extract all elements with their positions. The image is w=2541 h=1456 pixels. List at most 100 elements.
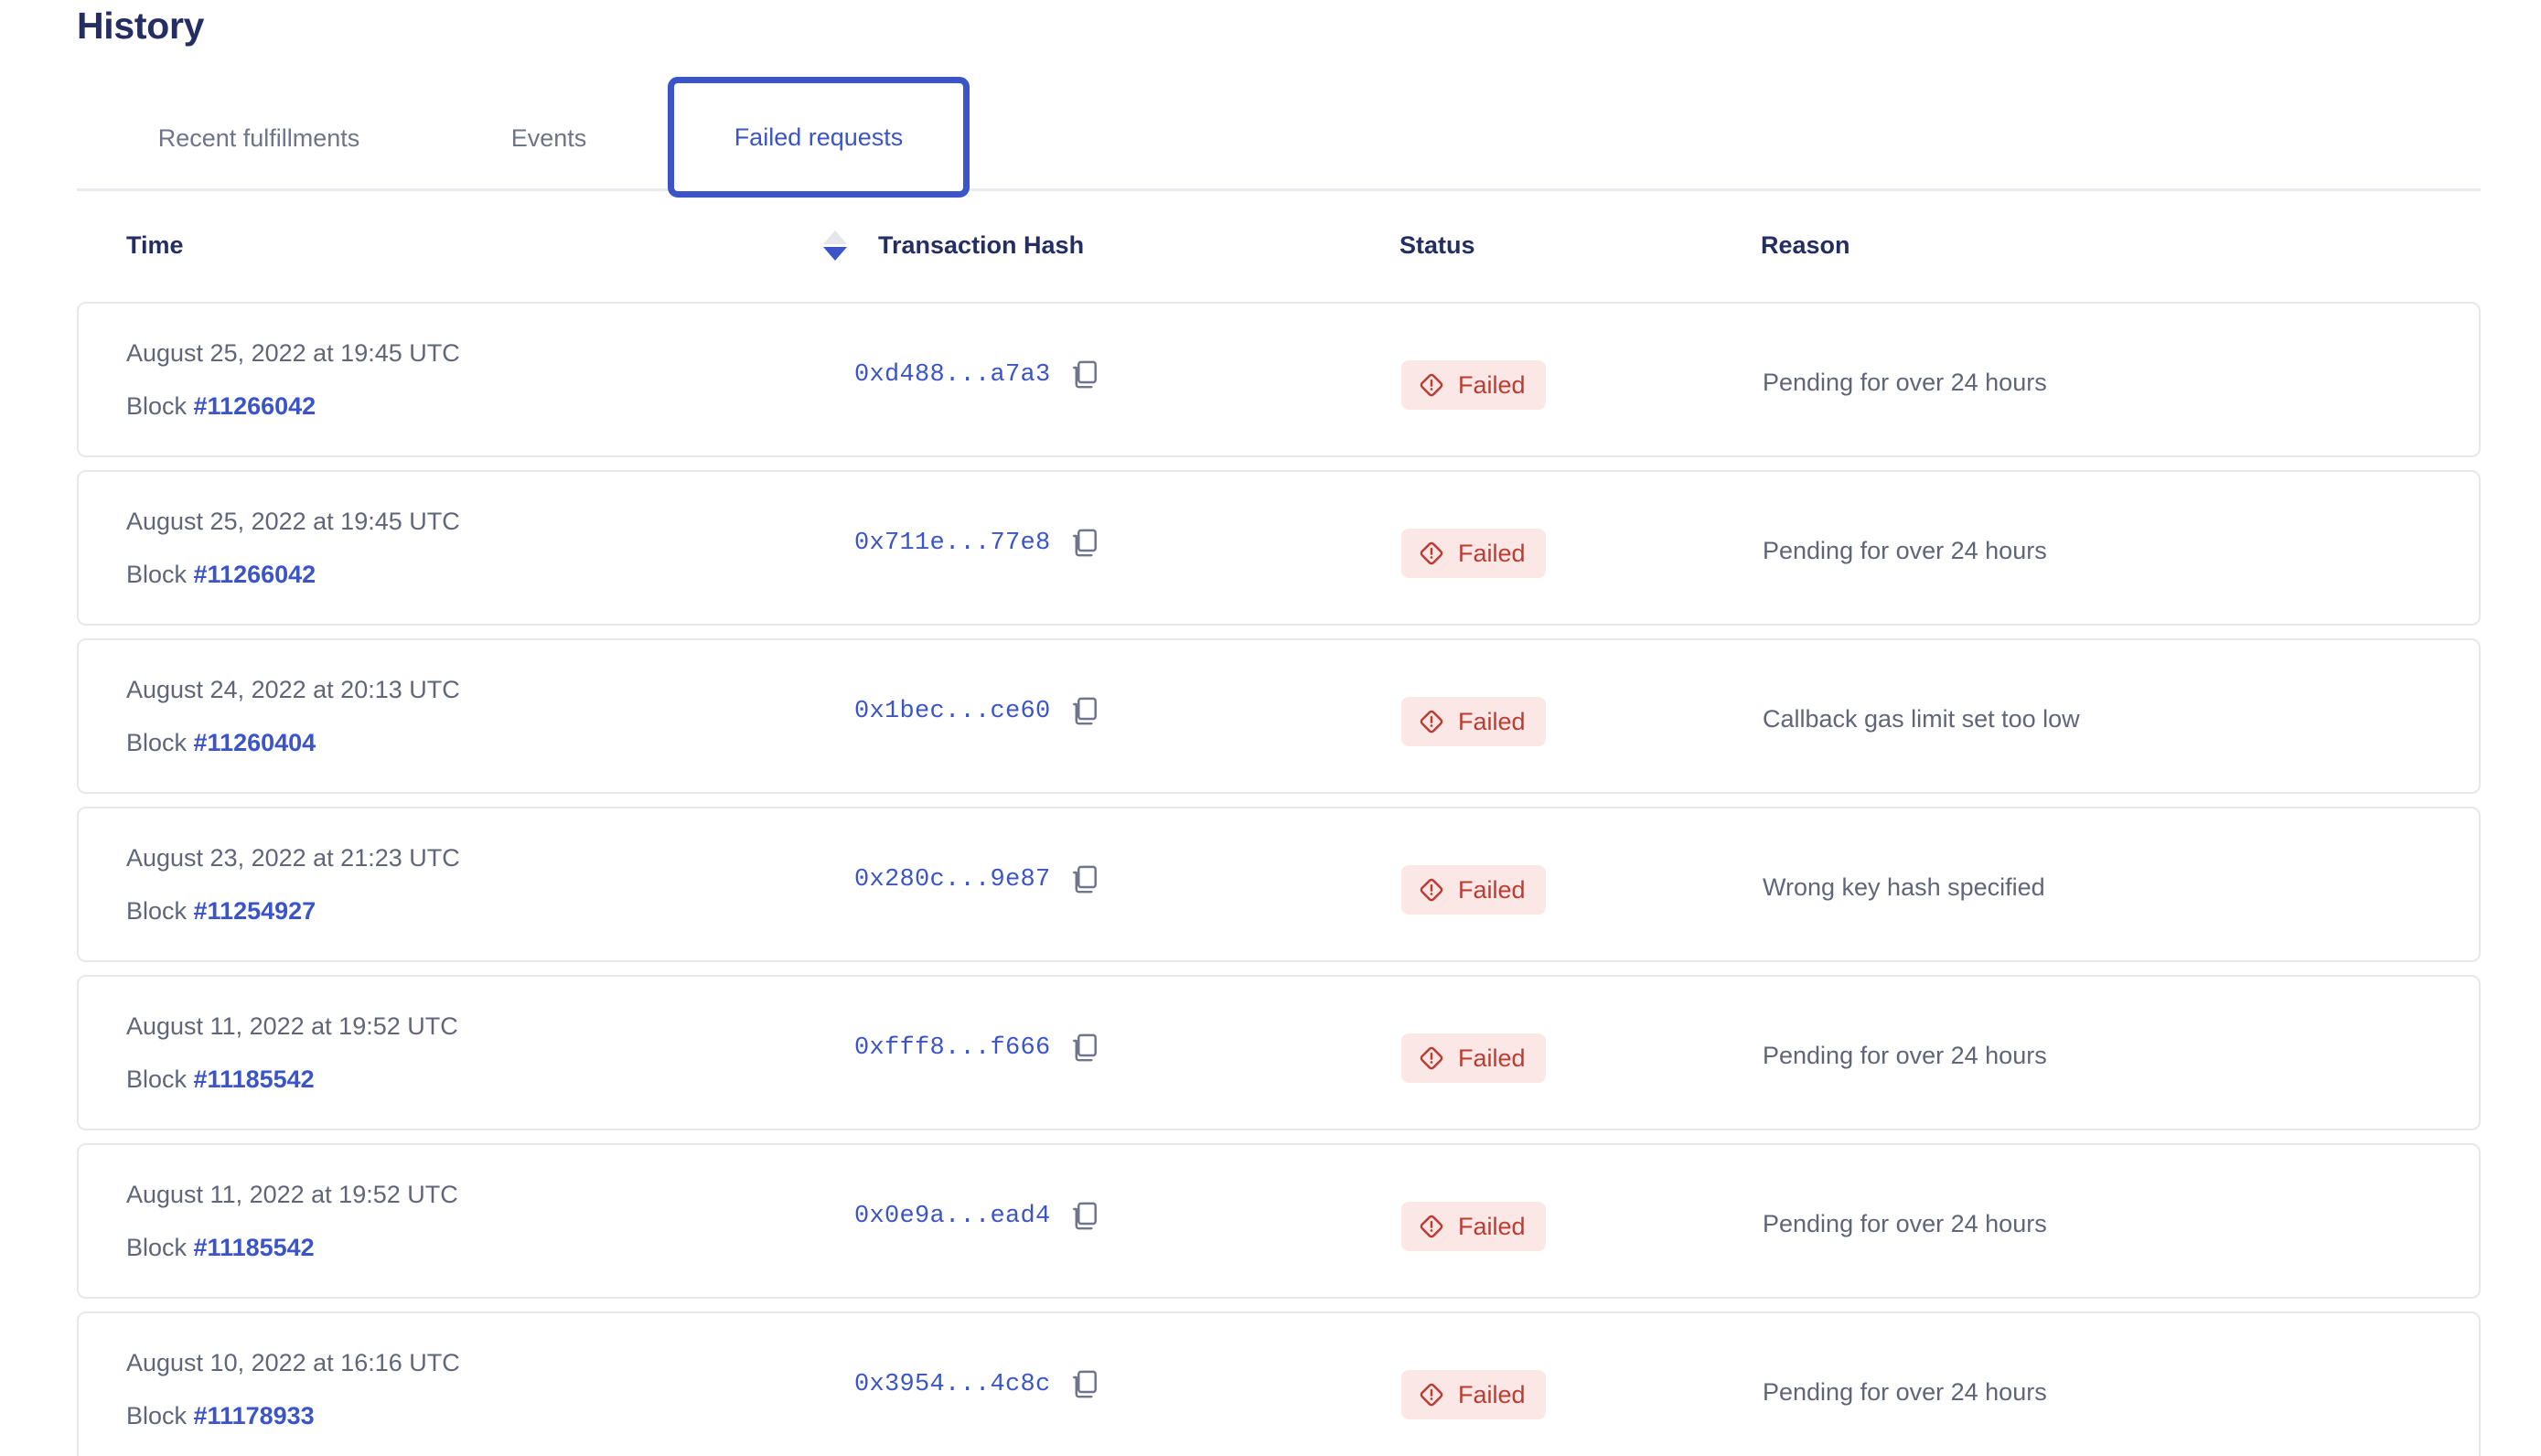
cell-transaction-hash: 0x0e9a...ead4 xyxy=(854,1202,1099,1231)
transaction-hash-link[interactable]: 0x280c...9e87 xyxy=(854,866,1051,894)
status-badge: Failed xyxy=(1401,1033,1546,1083)
column-header-status[interactable]: Status xyxy=(1399,231,1475,259)
table-row[interactable]: August 10, 2022 at 16:16 UTC Block #1117… xyxy=(77,1311,2481,1456)
cell-time: August 11, 2022 at 19:52 UTC Block #1118… xyxy=(126,1008,821,1097)
column-header-time[interactable]: Time xyxy=(126,231,184,259)
status-badge: Failed xyxy=(1401,360,1546,410)
cell-transaction-hash: 0x1bec...ce60 xyxy=(854,697,1099,726)
block-number-link[interactable]: #11185542 xyxy=(193,1234,315,1261)
block-label: Block xyxy=(126,897,194,925)
tab-recent-fulfillments[interactable]: Recent fulfillments xyxy=(126,88,391,188)
copy-icon[interactable] xyxy=(1071,529,1099,558)
status-badge-label: Failed xyxy=(1458,540,1526,567)
row-timestamp: August 11, 2022 at 19:52 UTC xyxy=(126,1012,458,1040)
alert-diamond-icon xyxy=(1418,540,1445,567)
alert-diamond-icon xyxy=(1418,708,1445,735)
block-label: Block xyxy=(126,1234,194,1261)
sort-descending-icon[interactable] xyxy=(823,229,847,263)
cell-time: August 25, 2022 at 19:45 UTC Block #1126… xyxy=(126,335,821,424)
sort-descending-arrow xyxy=(823,247,847,261)
alert-diamond-icon xyxy=(1418,371,1445,399)
row-timestamp: August 25, 2022 at 19:45 UTC xyxy=(126,339,460,367)
row-block: Block #11254927 xyxy=(126,893,821,929)
block-number-link[interactable]: #11178933 xyxy=(193,1402,315,1429)
transaction-hash-link[interactable]: 0xd488...a7a3 xyxy=(854,361,1051,389)
tab-failed-requests[interactable]: Failed requests xyxy=(668,77,970,198)
row-timestamp: August 10, 2022 at 16:16 UTC xyxy=(126,1349,460,1376)
status-badge-label: Failed xyxy=(1458,1381,1526,1408)
status-badge: Failed xyxy=(1401,529,1546,578)
copy-icon[interactable] xyxy=(1071,360,1099,390)
cell-transaction-hash: 0xd488...a7a3 xyxy=(854,360,1099,390)
block-number-link[interactable]: #11266042 xyxy=(193,392,316,420)
cell-time: August 25, 2022 at 19:45 UTC Block #1126… xyxy=(126,503,821,593)
tab-events[interactable]: Events xyxy=(479,88,618,188)
cell-reason: Pending for over 24 hours xyxy=(1763,1042,2047,1069)
row-timestamp: August 23, 2022 at 21:23 UTC xyxy=(126,844,460,872)
cell-time: August 23, 2022 at 21:23 UTC Block #1125… xyxy=(126,840,821,929)
cell-status: Failed xyxy=(1401,360,1546,410)
transaction-hash-link[interactable]: 0x711e...77e8 xyxy=(854,530,1051,557)
cell-reason: Pending for over 24 hours xyxy=(1763,537,2047,564)
row-timestamp: August 24, 2022 at 20:13 UTC xyxy=(126,676,460,703)
table-row[interactable]: August 11, 2022 at 19:52 UTC Block #1118… xyxy=(77,975,2481,1130)
table-row[interactable]: August 24, 2022 at 20:13 UTC Block #1126… xyxy=(77,638,2481,794)
table-row[interactable]: August 11, 2022 at 19:52 UTC Block #1118… xyxy=(77,1143,2481,1299)
tab-bar-divider xyxy=(77,188,2481,191)
column-header-transaction-hash[interactable]: Transaction Hash xyxy=(878,231,1085,259)
block-number-link[interactable]: #11254927 xyxy=(193,897,316,925)
block-number-link[interactable]: #11260404 xyxy=(193,729,316,756)
row-block: Block #11178933 xyxy=(126,1397,821,1434)
status-badge-label: Failed xyxy=(1458,371,1526,399)
cell-reason: Pending for over 24 hours xyxy=(1763,1210,2047,1237)
cell-transaction-hash: 0xfff8...f666 xyxy=(854,1033,1099,1063)
copy-icon[interactable] xyxy=(1071,865,1099,894)
cell-transaction-hash: 0x280c...9e87 xyxy=(854,865,1099,894)
block-label: Block xyxy=(126,1402,194,1429)
table-row[interactable]: August 25, 2022 at 19:45 UTC Block #1126… xyxy=(77,302,2481,457)
column-header-reason[interactable]: Reason xyxy=(1761,231,1850,259)
row-timestamp: August 25, 2022 at 19:45 UTC xyxy=(126,508,460,535)
table-header-row: Time Transaction Hash Status Reason xyxy=(77,227,2481,285)
cell-status: Failed xyxy=(1401,697,1546,746)
alert-diamond-icon xyxy=(1418,1213,1445,1240)
alert-diamond-icon xyxy=(1418,1044,1445,1072)
cell-time: August 11, 2022 at 19:52 UTC Block #1118… xyxy=(126,1176,821,1266)
cell-reason: Wrong key hash specified xyxy=(1763,873,2045,901)
transaction-hash-link[interactable]: 0x3954...4c8c xyxy=(854,1371,1051,1398)
status-badge-label: Failed xyxy=(1458,876,1526,904)
status-badge-label: Failed xyxy=(1458,1044,1526,1072)
status-badge: Failed xyxy=(1401,1202,1546,1251)
block-label: Block xyxy=(126,1065,194,1093)
alert-diamond-icon xyxy=(1418,1381,1445,1408)
failed-requests-table: August 25, 2022 at 19:45 UTC Block #1126… xyxy=(77,302,2481,1456)
cell-transaction-hash: 0x3954...4c8c xyxy=(854,1370,1099,1399)
table-row[interactable]: August 23, 2022 at 21:23 UTC Block #1125… xyxy=(77,807,2481,962)
status-badge: Failed xyxy=(1401,697,1546,746)
row-block: Block #11266042 xyxy=(126,388,821,424)
transaction-hash-link[interactable]: 0x1bec...ce60 xyxy=(854,698,1051,725)
copy-icon[interactable] xyxy=(1071,1202,1099,1231)
block-label: Block xyxy=(126,561,194,588)
copy-icon[interactable] xyxy=(1071,1370,1099,1399)
cell-time: August 24, 2022 at 20:13 UTC Block #1126… xyxy=(126,671,821,761)
sort-ascending-arrow xyxy=(823,230,847,244)
cell-reason: Pending for over 24 hours xyxy=(1763,369,2047,396)
cell-status: Failed xyxy=(1401,1370,1546,1419)
copy-icon[interactable] xyxy=(1071,697,1099,726)
block-number-link[interactable]: #11185542 xyxy=(193,1065,315,1093)
block-label: Block xyxy=(126,392,194,420)
row-block: Block #11185542 xyxy=(126,1061,821,1097)
cell-reason: Callback gas limit set too low xyxy=(1763,705,2080,733)
transaction-hash-link[interactable]: 0x0e9a...ead4 xyxy=(854,1203,1051,1230)
cell-transaction-hash: 0x711e...77e8 xyxy=(854,529,1099,558)
block-number-link[interactable]: #11266042 xyxy=(193,561,316,588)
cell-status: Failed xyxy=(1401,529,1546,578)
table-row[interactable]: August 25, 2022 at 19:45 UTC Block #1126… xyxy=(77,470,2481,626)
copy-icon[interactable] xyxy=(1071,1033,1099,1063)
status-badge: Failed xyxy=(1401,1370,1546,1419)
cell-status: Failed xyxy=(1401,1202,1546,1251)
transaction-hash-link[interactable]: 0xfff8...f666 xyxy=(854,1034,1051,1062)
row-block: Block #11185542 xyxy=(126,1229,821,1266)
row-block: Block #11266042 xyxy=(126,556,821,593)
